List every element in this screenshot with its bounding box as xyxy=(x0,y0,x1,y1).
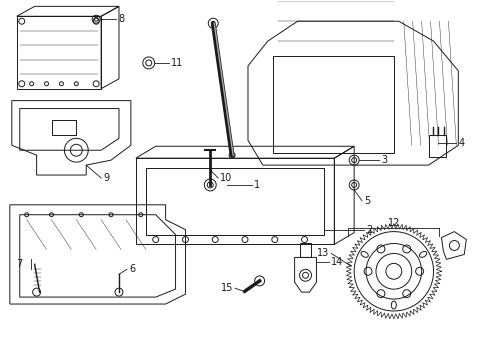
Text: 11: 11 xyxy=(171,58,183,68)
Text: 15: 15 xyxy=(220,283,233,293)
Text: 9: 9 xyxy=(103,173,109,183)
Text: 6: 6 xyxy=(129,264,135,274)
Text: 14: 14 xyxy=(331,257,343,267)
Text: 7: 7 xyxy=(17,259,23,269)
Text: 1: 1 xyxy=(254,180,260,190)
Text: 5: 5 xyxy=(364,196,370,206)
Text: 2: 2 xyxy=(366,225,372,235)
Text: 13: 13 xyxy=(317,248,329,258)
Text: 10: 10 xyxy=(220,173,232,183)
Text: 4: 4 xyxy=(458,138,465,148)
Text: 12: 12 xyxy=(388,218,400,228)
Text: 8: 8 xyxy=(118,14,124,24)
Text: 3: 3 xyxy=(381,155,387,165)
